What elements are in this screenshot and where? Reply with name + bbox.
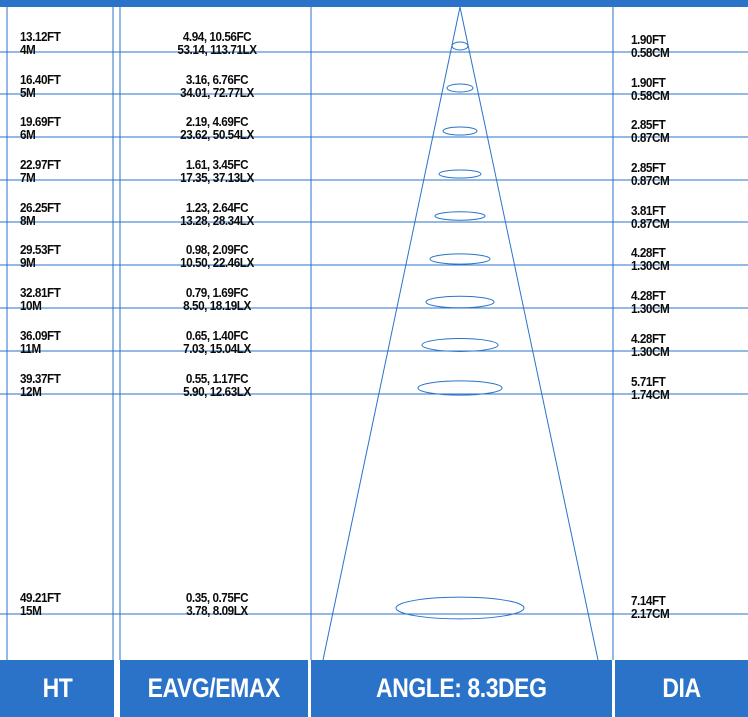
height-m: 12M [20,384,42,399]
height-m: 4M [20,42,36,57]
beam-ellipse [417,380,503,396]
diameter-cm: 0.87CM [631,173,670,188]
illuminance-fc: 0.55, 1.17FC [185,371,249,386]
illuminance-fc: 4.94, 10.56FC [182,29,252,44]
illuminance-fc: 0.65, 1.40FC [185,328,249,343]
height-m: 8M [20,213,36,228]
diameter-cm: 2.17CM [631,606,670,621]
illuminance-lx: 10.50, 22.46LX [180,255,254,270]
illuminance-lx: 13.28, 28.34LX [180,213,254,228]
height-ft: 13.12FT [20,29,61,44]
illuminance-lx: 8.50, 18.19LX [183,298,251,313]
height-ft: 32.81FT [20,285,61,300]
beam-ellipse [442,126,478,136]
beam-ellipse [451,41,469,51]
diameter-cm: 0.87CM [631,130,670,145]
height-ft: 26.25FT [20,200,61,215]
header-ht-label: HT [42,673,72,703]
height-ft: 39.37FT [20,371,61,386]
header-eavg-emax-label: EAVG/EMAX [147,673,281,703]
height-m: 11M [20,341,41,356]
beam-ellipse [438,169,482,179]
beam-ellipse [395,596,525,620]
diameter-ft: 2.85FT [631,160,666,175]
diameter-cm: 1.30CM [631,344,670,359]
beam-cone [322,6,599,661]
beam-ellipse [429,253,491,265]
beam-ellipse [434,211,486,221]
diameter-ft: 4.28FT [631,331,666,346]
beam-edge-left [322,6,461,661]
diameter-ft: 4.28FT [631,288,666,303]
diameter-cm: 1.30CM [631,258,670,273]
height-ft: 22.97FT [20,157,61,172]
beam-ellipse [421,338,499,352]
header-dia: DIA [615,660,748,717]
diameter-cm: 0.58CM [631,88,670,103]
illuminance-lx: 3.78, 8.09LX [186,603,248,618]
diameter-cm: 1.30CM [631,301,670,316]
diameter-ft: 2.85FT [631,117,666,132]
illuminance-lx: 34.01, 72.77LX [180,85,254,100]
beam-ellipse [446,83,474,93]
height-m: 7M [20,170,36,185]
header-ht: HT [0,660,114,717]
height-ft: 19.69FT [20,114,61,129]
illuminance-lx: 5.90, 12.63LX [183,384,251,399]
beam-edge-right [459,6,599,661]
beam-ellipse [425,295,495,309]
illuminance-fc: 1.61, 3.45FC [185,157,249,172]
height-m: 5M [20,85,36,100]
header-eavg-emax: EAVG/EMAX [120,660,308,717]
diameter-ft: 4.28FT [631,245,666,260]
illuminance-fc: 0.79, 1.69FC [185,285,249,300]
diameter-cm: 0.58CM [631,45,670,60]
height-ft: 29.53FT [20,242,61,257]
diameter-cm: 0.87CM [631,216,670,231]
illuminance-fc: 0.35, 0.75FC [185,590,249,605]
height-ft: 36.09FT [20,328,61,343]
height-ft: 49.21FT [20,590,61,605]
illuminance-fc: 3.16, 6.76FC [185,72,249,87]
illuminance-lx: 53.14, 113.71LX [177,42,257,57]
height-ft: 16.40FT [20,72,61,87]
height-m: 10M [20,298,42,313]
column-lines [6,7,614,717]
top-bar [0,0,748,7]
illuminance-lx: 23.62, 50.54LX [180,127,254,142]
diameter-cm: 1.74CM [631,387,670,402]
illuminance-fc: 2.19, 4.69FC [185,114,249,129]
illuminance-lx: 17.35, 37.13LX [180,170,254,185]
row-lines [0,51,748,615]
diameter-ft: 1.90FT [631,75,666,90]
header-angle: ANGLE: 8.3DEG [311,660,612,717]
illuminance-fc: 1.23, 2.64FC [185,200,249,215]
diameter-ft: 5.71FT [631,374,666,389]
illuminance-fc: 0.98, 2.09FC [185,242,249,257]
header-dia-label: DIA [662,673,701,703]
height-m: 9M [20,255,36,270]
height-m: 15M [20,603,42,618]
diameter-ft: 3.81FT [631,203,666,218]
illuminance-lx: 7.03, 15.04LX [183,341,251,356]
height-m: 6M [20,127,36,142]
diameter-ft: 7.14FT [631,593,666,608]
diameter-ft: 1.90FT [631,32,666,47]
header-angle-label: ANGLE: 8.3DEG [376,673,547,703]
